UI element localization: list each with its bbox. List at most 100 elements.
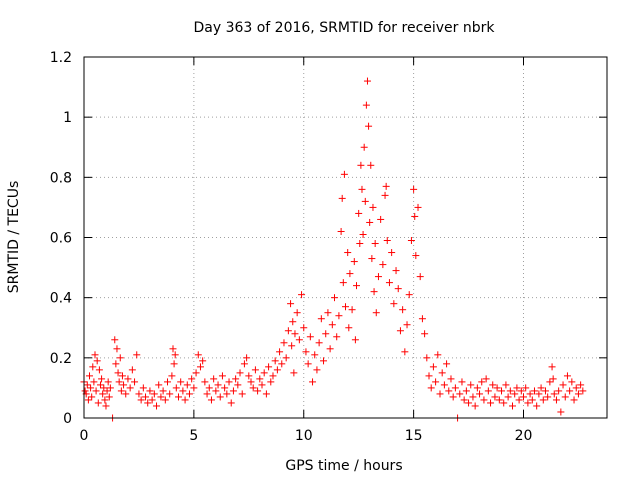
data-point — [315, 339, 323, 347]
data-point — [361, 197, 369, 205]
data-point — [443, 360, 451, 368]
data-point — [473, 384, 481, 392]
data-point — [502, 381, 510, 389]
data-point — [561, 393, 569, 401]
data-point — [429, 363, 437, 371]
data-point — [196, 363, 204, 371]
data-point — [128, 366, 136, 374]
data-point — [559, 381, 567, 389]
data-point — [552, 396, 560, 404]
data-point — [381, 191, 389, 199]
data-point — [249, 384, 257, 392]
data-point — [190, 384, 198, 392]
data-point — [89, 363, 97, 371]
data-point — [87, 384, 95, 392]
data-point — [99, 390, 107, 398]
data-point — [362, 101, 370, 109]
y-tick-label: 0.4 — [50, 291, 72, 307]
data-point — [243, 354, 251, 362]
data-point — [563, 372, 571, 380]
data-point — [271, 357, 279, 365]
data-point — [469, 393, 477, 401]
data-point — [416, 273, 424, 281]
data-point — [401, 348, 409, 356]
data-point — [164, 378, 172, 386]
data-point — [356, 240, 364, 248]
data-point — [287, 300, 295, 308]
data-point — [476, 390, 484, 398]
data-point — [324, 309, 332, 317]
data-point — [290, 369, 298, 377]
data-point — [537, 384, 545, 392]
data-point — [396, 327, 404, 335]
data-point — [405, 291, 413, 299]
data-point — [269, 372, 277, 380]
data-point — [288, 342, 296, 350]
data-point — [339, 279, 347, 287]
data-point — [517, 387, 525, 395]
data-point — [112, 360, 120, 368]
data-point — [207, 396, 215, 404]
data-point — [120, 381, 128, 389]
data-point — [351, 336, 359, 344]
data-point — [358, 185, 366, 193]
data-point — [137, 396, 145, 404]
data-point — [451, 384, 459, 392]
data-point — [360, 143, 368, 151]
grid-layer — [84, 57, 607, 418]
data-point — [449, 393, 457, 401]
data-point — [338, 194, 346, 202]
data-point — [104, 378, 112, 386]
y-tick-label: 0.8 — [50, 170, 72, 186]
data-point — [118, 372, 126, 380]
data-point — [114, 369, 122, 377]
y-tick-label: 0.6 — [50, 231, 72, 247]
data-point — [570, 396, 578, 404]
data-point — [311, 351, 319, 359]
data-point — [333, 333, 341, 341]
data-point — [425, 372, 433, 380]
data-point — [348, 306, 356, 314]
data-point — [577, 381, 585, 389]
data-point — [418, 315, 426, 323]
data-point — [530, 387, 538, 395]
data-point — [309, 378, 317, 386]
data-point — [331, 294, 339, 302]
data-point — [298, 291, 306, 299]
data-point — [359, 230, 367, 238]
data-point — [183, 381, 191, 389]
data-point — [174, 393, 182, 401]
data-point — [146, 387, 154, 395]
data-point — [84, 396, 92, 404]
data-point — [379, 261, 387, 269]
data-point — [106, 384, 114, 392]
x-tick-label: 15 — [405, 428, 423, 444]
data-point — [234, 381, 242, 389]
data-point — [385, 279, 393, 287]
data-point — [566, 387, 574, 395]
data-point — [555, 387, 563, 395]
data-point — [462, 387, 470, 395]
data-point — [238, 390, 246, 398]
data-point — [273, 366, 281, 374]
data-point — [370, 288, 378, 296]
data-point — [460, 396, 468, 404]
data-point — [574, 390, 582, 398]
data-point — [377, 215, 385, 223]
data-point — [227, 399, 235, 407]
data-point — [506, 387, 514, 395]
data-point — [171, 351, 179, 359]
data-point — [194, 351, 202, 359]
data-point — [371, 240, 379, 248]
data-point — [335, 312, 343, 320]
x-tick-label: 5 — [189, 428, 198, 444]
data-point — [350, 258, 358, 266]
data-point — [265, 363, 273, 371]
data-point — [102, 402, 110, 410]
data-point — [122, 390, 130, 398]
data-point — [101, 396, 109, 404]
y-tick-label: 1 — [63, 110, 72, 126]
data-point — [157, 393, 165, 401]
data-point — [232, 375, 240, 383]
data-point — [214, 381, 222, 389]
